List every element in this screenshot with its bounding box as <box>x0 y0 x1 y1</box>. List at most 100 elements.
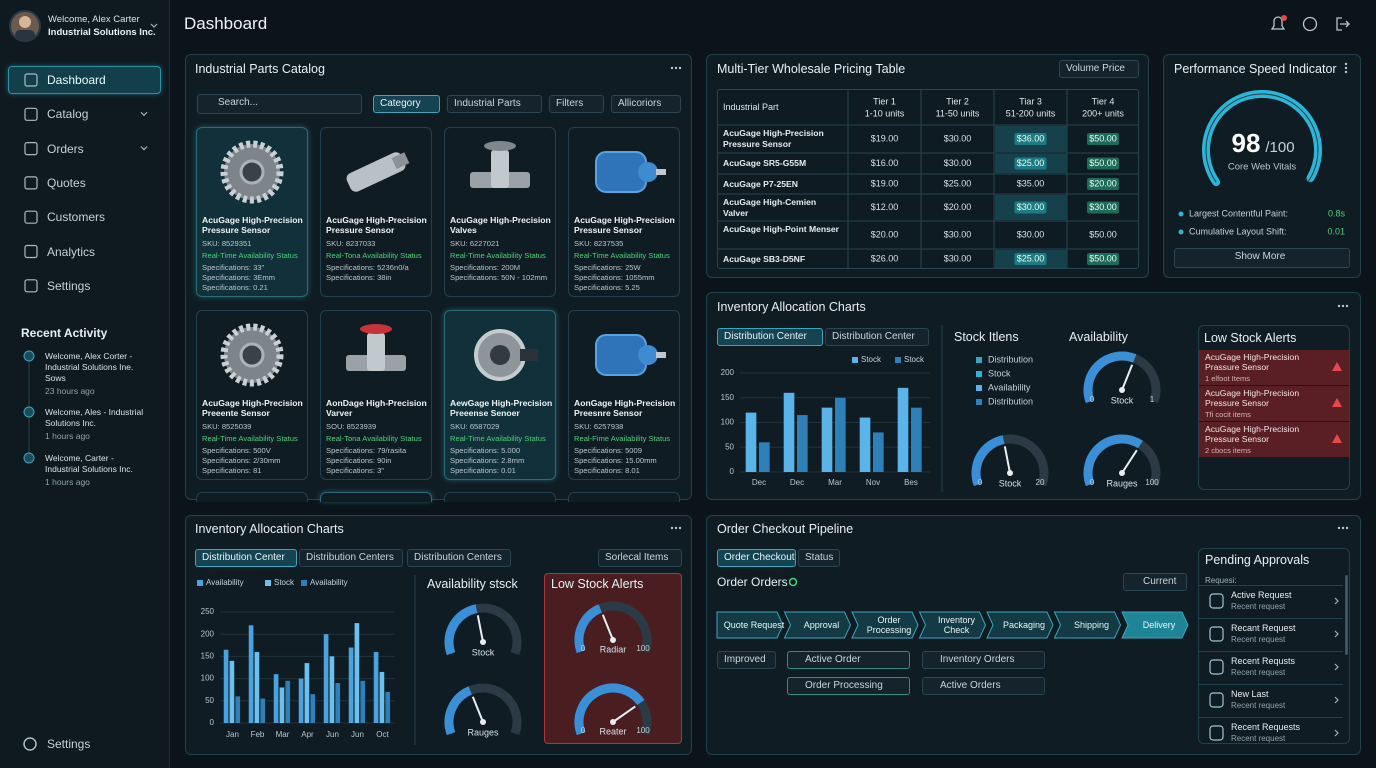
product-status: Real-Time Availability Status <box>450 251 546 260</box>
pipeline-step <box>986 611 1054 639</box>
product-spec: Specifications: 81 <box>202 466 262 475</box>
step-label[interactable]: Approval <box>803 620 840 630</box>
section-title: Pending Approvals <box>1205 553 1310 567</box>
approval-item[interactable] <box>1199 651 1343 683</box>
price-badge <box>1014 201 1047 214</box>
filter-dropdown[interactable]: Category <box>373 95 440 113</box>
dropdown[interactable]: Distribution Center <box>825 328 929 346</box>
y-tick-label: 50 <box>205 696 214 705</box>
nav-item[interactable]: Analytics <box>47 244 96 259</box>
product-spec: Specifications: 33" <box>202 263 265 272</box>
approval-item[interactable] <box>1199 618 1343 650</box>
product-sku: SKU: 6227021 <box>450 239 500 248</box>
product-card[interactable] <box>444 492 556 502</box>
chevron-icon <box>1334 630 1339 638</box>
dropdown[interactable]: Distribution Centers <box>407 549 511 567</box>
product-image <box>656 169 666 175</box>
approval-item[interactable] <box>1199 585 1343 617</box>
menu-dot <box>1345 526 1349 530</box>
product-name: AcuGage High-Precision Pressure Sensor <box>202 215 303 235</box>
dropdown[interactable]: Distribution Center <box>717 328 823 346</box>
status-item[interactable]: Order Processing <box>787 677 910 695</box>
activity-time: 23 hours ago <box>45 386 95 396</box>
step-label[interactable]: Shipping <box>1073 620 1110 630</box>
alert-item[interactable] <box>1199 350 1349 385</box>
menu-dot <box>1337 304 1341 308</box>
approval-subtitle: Recent request <box>1231 734 1286 743</box>
step-label[interactable]: Packaging <box>1002 620 1046 630</box>
price-badge <box>1014 253 1047 265</box>
legend-swatch <box>976 385 982 391</box>
nav-item[interactable]: Quotes <box>47 175 86 190</box>
bar <box>859 417 871 472</box>
product-spec: Specifications: 79/rasita <box>326 446 407 455</box>
product-image <box>490 345 510 365</box>
menu-dot <box>1341 304 1345 308</box>
approval-item[interactable] <box>1199 684 1343 716</box>
nav-icon <box>24 210 38 224</box>
product-card[interactable] <box>320 127 432 297</box>
dropdown[interactable]: Current <box>1123 573 1187 591</box>
nav-item[interactable]: Settings <box>47 278 91 293</box>
price-cell: $35.00 <box>1017 178 1045 188</box>
filter-dropdown[interactable]: Industrial Parts <box>447 95 542 113</box>
dropdown[interactable]: Distribution Centers <box>299 549 403 567</box>
section-title: Low Stock Alerts <box>1204 331 1297 345</box>
search-input[interactable]: Search... <box>197 94 362 114</box>
gauge-min: 0 <box>581 726 586 735</box>
activity-time: 1 hours ago <box>45 431 90 441</box>
approval-subtitle: Recent request <box>1231 635 1286 644</box>
status-item[interactable]: Active Order <box>787 651 910 669</box>
status-item[interactable]: Inventory Orders <box>922 651 1045 669</box>
metric-dot <box>1178 229 1184 235</box>
dropdown[interactable]: Distribution Center <box>195 549 297 567</box>
approval-item[interactable] <box>1199 717 1343 749</box>
step-label[interactable]: Delivery <box>1142 620 1176 630</box>
sidebar <box>0 0 170 768</box>
gauge-value <box>444 604 478 656</box>
nav-item[interactable]: Catalog <box>47 107 89 122</box>
score-max: /100 <box>1265 139 1294 156</box>
bar <box>360 680 366 723</box>
x-tick-label: Apr <box>301 730 314 739</box>
activity-time: 1 hours ago <box>45 477 90 487</box>
approval-title: New Last <box>1231 689 1269 699</box>
gauge-max: 1 <box>1150 395 1155 404</box>
status-badge[interactable]: Improved <box>717 651 776 669</box>
product-card[interactable] <box>196 492 308 502</box>
step-label[interactable]: Inventory Check <box>937 615 976 635</box>
product-image <box>484 141 516 151</box>
product-spec: Specifications: 0.01 <box>450 466 516 475</box>
bar <box>783 392 795 472</box>
alert-item[interactable] <box>1199 386 1349 421</box>
product-card[interactable] <box>568 492 680 502</box>
approval-subtitle: Recent request <box>1231 668 1286 677</box>
alert-name: AcuGage High-Precision Prassure Sensor <box>1205 352 1300 372</box>
price-cell: $25.00 <box>944 178 972 188</box>
gauge-min: 0 <box>1090 478 1095 487</box>
warning-icon <box>1332 362 1342 371</box>
chevron-icon <box>150 23 158 28</box>
alert-item[interactable] <box>1199 422 1349 457</box>
filter-dropdown[interactable]: Filters <box>549 95 604 113</box>
product-card[interactable] <box>320 492 432 502</box>
status-item[interactable]: Active Orders <box>922 677 1045 695</box>
pipeline-step <box>918 611 987 639</box>
dropdown[interactable]: Volume Price <box>1059 60 1139 78</box>
nav-item[interactable]: Settings <box>47 737 91 751</box>
nav-item[interactable]: Orders <box>47 141 84 156</box>
dropdown[interactable]: Sorlecal Items <box>598 549 682 567</box>
table-header: 1-10 units <box>865 108 905 118</box>
chevron-icon <box>140 111 148 117</box>
timeline-dot <box>23 452 35 464</box>
step-label[interactable]: Quote Request <box>723 620 785 630</box>
x-tick-label: Oct <box>376 730 389 739</box>
nav-item[interactable]: Customers <box>47 210 106 225</box>
x-tick-label: Feb <box>251 730 265 739</box>
show-more-button[interactable]: Show More <box>1174 248 1350 268</box>
nav-item[interactable]: Dashboard <box>47 73 106 87</box>
filter-dropdown[interactable]: Allicoriors <box>611 95 681 113</box>
tab[interactable]: Status <box>798 549 840 567</box>
step-label[interactable]: Order Processing <box>866 615 912 635</box>
tab[interactable]: Order Checkout <box>717 549 796 567</box>
